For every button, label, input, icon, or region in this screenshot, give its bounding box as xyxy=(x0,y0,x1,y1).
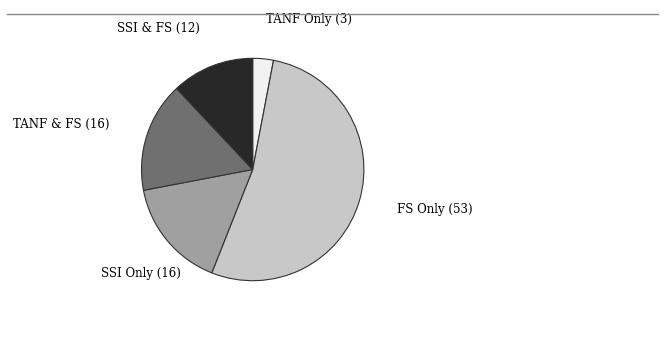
Text: SSI & FS (12): SSI & FS (12) xyxy=(116,22,200,35)
Wedge shape xyxy=(253,58,273,170)
Wedge shape xyxy=(211,60,364,281)
Text: TANF & FS (16): TANF & FS (16) xyxy=(13,118,110,131)
Text: TANF Only (3): TANF Only (3) xyxy=(266,13,352,25)
Text: SSI Only (16): SSI Only (16) xyxy=(101,267,182,280)
Text: FS Only (53): FS Only (53) xyxy=(397,203,473,216)
Wedge shape xyxy=(177,58,253,170)
Wedge shape xyxy=(142,88,253,190)
Wedge shape xyxy=(144,170,253,273)
